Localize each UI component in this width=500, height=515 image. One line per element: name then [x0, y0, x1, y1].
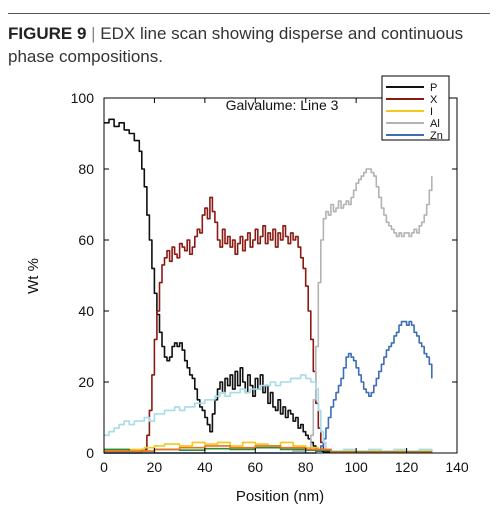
series-line-zn [104, 320, 433, 454]
y-tick-label: 20 [78, 374, 94, 390]
series-layer [104, 118, 433, 454]
x-axis-ticks: 0 20 40 60 80 100 120 140 [100, 98, 469, 475]
y-axis-ticks: 0 20 40 60 80 100 [71, 90, 457, 461]
x-tick-label: 120 [395, 459, 419, 475]
figure-caption: FIGURE 9 | EDX line scan showing dispers… [8, 22, 488, 68]
series-line-al [104, 168, 433, 454]
legend-label-zn: Zn [430, 130, 443, 142]
y-axis-label: Wt % [25, 258, 42, 294]
legend-label-x: X [430, 94, 438, 106]
x-axis-label: Position (nm) [236, 488, 324, 505]
y-tick-label: 0 [86, 445, 94, 461]
x-tick-label: 40 [197, 459, 213, 475]
x-tick-label: 0 [100, 459, 108, 475]
series-line-x [104, 196, 432, 454]
caption-text: EDX line scan showing disperse and conti… [8, 24, 464, 66]
series-line-unlabeled-7 [104, 445, 432, 454]
x-tick-label: 140 [445, 459, 469, 475]
y-tick-label: 80 [78, 161, 94, 177]
figure-label: FIGURE 9 [8, 24, 87, 43]
y-tick-label: 40 [78, 303, 94, 319]
series-line-i [104, 441, 432, 452]
legend-label-p: P [430, 82, 437, 94]
x-tick-label: 80 [298, 459, 314, 475]
series-line-p [104, 118, 332, 453]
caption-separator: | [91, 24, 96, 43]
legend-label-i: I [430, 106, 433, 118]
chart-title: Galvalume: Line 3 [226, 97, 339, 113]
x-tick-label: 20 [147, 459, 163, 475]
plot-frame [103, 97, 458, 454]
legend-label-al: Al [430, 118, 440, 130]
x-tick-label: 60 [247, 459, 263, 475]
y-tick-label: 100 [71, 90, 95, 106]
y-tick-label: 60 [78, 232, 94, 248]
top-rule [8, 13, 490, 14]
x-tick-label: 100 [344, 459, 368, 475]
series-line-unlabeled-5 [104, 374, 433, 452]
